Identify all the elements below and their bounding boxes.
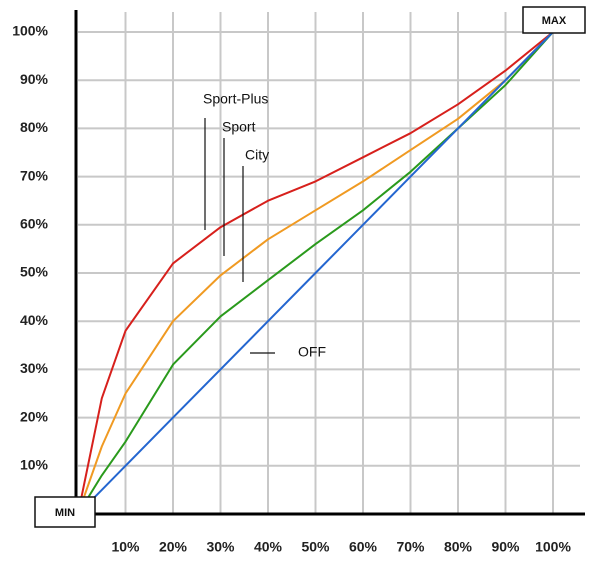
series-line (77, 31, 554, 515)
x-tick-label: 10% (111, 539, 140, 555)
series-line (77, 31, 554, 515)
legend-label: OFF (298, 344, 326, 360)
y-tick-label: 10% (20, 457, 49, 473)
y-tick-label: 30% (20, 360, 49, 376)
annotation-box (34, 496, 96, 528)
y-tick-label: 60% (20, 216, 49, 232)
x-tick-label: 50% (301, 539, 330, 555)
x-tick-label: 20% (159, 539, 188, 555)
lines (77, 31, 554, 515)
y-tick-label: 90% (20, 71, 49, 87)
x-tick-label: 90% (491, 539, 520, 555)
x-tick-label: 80% (444, 539, 473, 555)
x-tick-label: 30% (206, 539, 235, 555)
y-tick-label: 50% (20, 264, 49, 280)
y-tick-label: 40% (20, 312, 49, 328)
y-tick-label: 100% (12, 23, 48, 39)
annotation-box (522, 6, 586, 34)
series-line (77, 31, 554, 515)
x-tick-label: 100% (535, 539, 571, 555)
legend-label: Sport-Plus (203, 91, 268, 107)
x-tick-label: 40% (254, 539, 283, 555)
y-tick-label: 80% (20, 119, 49, 135)
legend-label: Sport (222, 119, 256, 135)
x-tick-label: 70% (396, 539, 425, 555)
annotation: MIN (55, 507, 75, 519)
labels: 10% 20% 30% 40% 50% 60% 70% 80% 90% 100% 10% 20% 30%… (12, 6, 586, 555)
legend-label: City (245, 147, 269, 163)
x-tick-label: 60% (349, 539, 378, 555)
y-tick-label: 70% (20, 167, 49, 183)
y-tick-label: 20% (20, 408, 49, 424)
grid (78, 12, 580, 514)
annotation: MAX (542, 15, 567, 27)
